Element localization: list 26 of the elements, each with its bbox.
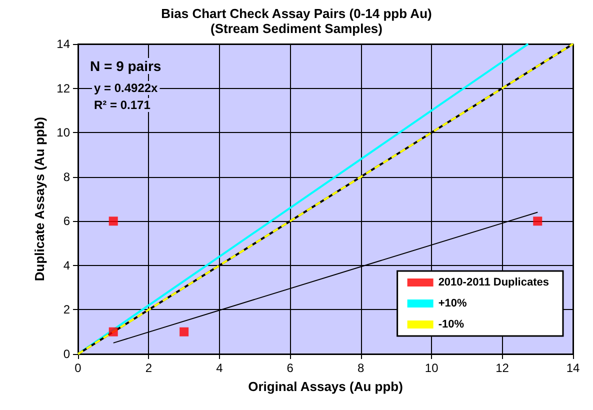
y-tick-label: 12 [56,81,70,96]
chart-title: Bias Chart Check Assay Pairs (0-14 ppb Au) [161,6,432,21]
x-axis-title: Original Assays (Au ppb) [248,379,403,394]
legend-label: +10% [438,298,467,310]
x-tick-label: 0 [74,361,82,375]
y-tick-label: 4 [63,258,70,272]
chart-subtitle: (Stream Sediment Samples) [210,21,382,36]
y-axis-title: Duplicate Assays (Au ppb) [32,116,47,282]
annotation: N = 9 pairs [90,58,162,74]
legend-label: 2010-2011 Duplicates [438,276,550,288]
y-tick-label: 2 [63,302,70,317]
y-tick-label: 6 [63,214,70,228]
annotation: y = 0.4922x [94,81,158,95]
x-tick-label: 6 [286,361,294,375]
y-tick-label: 14 [56,37,70,51]
y-tick-label: 0 [63,347,70,361]
annotation: R² = 0.171 [94,98,151,112]
x-tick-label: 4 [216,361,224,375]
x-tick-label: 12 [496,361,510,375]
y-tick-label: 10 [56,126,70,140]
x-tick-label: 2 [145,361,152,375]
x-tick-label: 10 [424,361,439,375]
y-tick-label: 8 [63,170,70,184]
legend-label: -10% [438,318,464,330]
x-tick-label: 14 [566,361,580,375]
x-tick-label: 8 [358,361,365,375]
